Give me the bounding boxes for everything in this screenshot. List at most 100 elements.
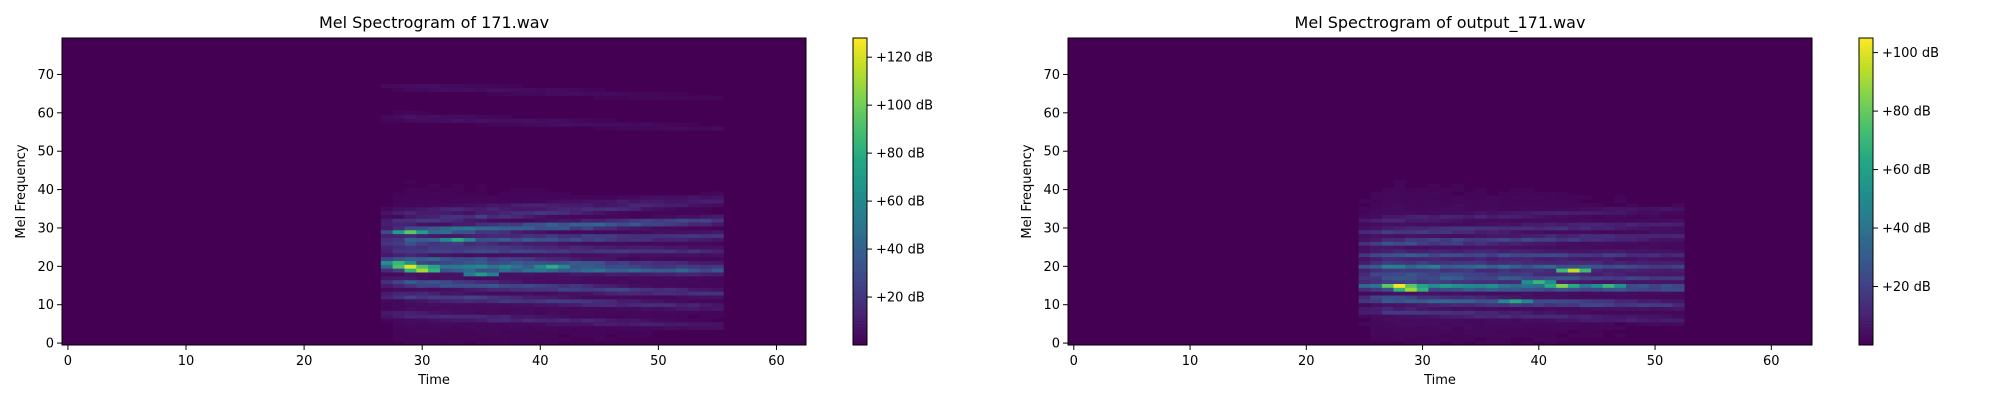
heatmap-cell	[1649, 252, 1662, 258]
heatmap-cell	[510, 275, 523, 281]
heatmap-cell	[687, 229, 701, 235]
heatmap-cell	[1614, 291, 1627, 296]
heatmap-cell	[475, 260, 488, 265]
heatmap-cell	[558, 325, 571, 331]
heatmap-cell	[1358, 237, 1371, 242]
heatmap-cell	[1544, 337, 1557, 342]
heatmap-cell	[1451, 252, 1464, 258]
heatmap-cells	[380, 84, 724, 346]
heatmap-cell	[1567, 206, 1580, 212]
heatmap-cell	[1498, 325, 1511, 331]
heatmap-cell	[1381, 333, 1394, 338]
y-tick-label: 70	[37, 68, 54, 83]
heatmap-cell	[1416, 295, 1429, 300]
heatmap-cell	[498, 191, 512, 196]
heatmap-cell	[475, 295, 488, 300]
heatmap-cell	[510, 118, 523, 123]
heatmap-cell	[1358, 260, 1371, 265]
heatmap-cell	[487, 260, 500, 265]
heatmap-cell	[1486, 249, 1499, 254]
heatmap-cell	[1451, 237, 1464, 242]
heatmap-cell	[534, 222, 547, 227]
heatmap-cell	[1649, 222, 1662, 227]
heatmap-cell	[711, 306, 724, 311]
heatmap-cell	[581, 329, 594, 334]
heatmap-cell	[1533, 241, 1546, 246]
heatmap-cell	[1672, 214, 1685, 219]
heatmap-cell	[1614, 237, 1627, 242]
heatmap-cell	[1521, 256, 1534, 261]
heatmap-cell	[1416, 203, 1429, 208]
heatmap-cell	[640, 210, 653, 215]
heatmap-cell	[1405, 256, 1418, 261]
heatmap-cell	[428, 237, 441, 242]
heatmap-cell	[404, 302, 417, 308]
heatmap-cell	[487, 279, 500, 284]
heatmap-cell	[628, 302, 642, 308]
heatmap-cell	[1451, 249, 1464, 254]
heatmap-cell	[581, 298, 594, 304]
heatmap-cell	[451, 218, 464, 223]
heatmap-cell	[640, 279, 653, 284]
heatmap-cell	[1544, 287, 1557, 292]
heatmap-cell	[428, 287, 441, 292]
heatmap-cell	[1614, 272, 1627, 277]
heatmap-cell	[699, 210, 712, 215]
heatmap-cell	[487, 118, 500, 123]
heatmap-cell	[687, 275, 701, 281]
heatmap-cell	[428, 218, 441, 223]
heatmap-cell	[1556, 206, 1569, 212]
colorbar-segment	[1859, 240, 1873, 245]
heatmap-cell	[1381, 337, 1394, 342]
heatmap-cell	[546, 325, 559, 331]
heatmap-cell	[1649, 256, 1662, 261]
heatmap-cell	[1440, 325, 1453, 331]
heatmap-cell	[711, 241, 724, 246]
heatmap-cell	[1405, 329, 1418, 334]
heatmap-cell	[416, 272, 429, 277]
heatmap-cell	[428, 272, 441, 277]
heatmap-cell	[676, 314, 689, 319]
heatmap-cell	[1637, 306, 1650, 311]
heatmap-cell	[1567, 333, 1580, 338]
heatmap-cell	[593, 206, 606, 212]
heatmap-cell	[546, 341, 559, 346]
heatmap-cell	[1370, 306, 1383, 311]
heatmap-cell	[687, 310, 701, 315]
heatmap-cell	[392, 191, 405, 196]
heatmap-cell	[1591, 245, 1604, 250]
heatmap-cell	[392, 249, 405, 254]
colorbar-segment	[1859, 142, 1873, 146]
heatmap-cell	[1533, 229, 1546, 235]
heatmap-cell	[1451, 203, 1464, 208]
heatmap-cell	[1521, 314, 1534, 319]
heatmap-cell	[1393, 187, 1406, 192]
heatmap-cell	[640, 264, 653, 269]
heatmap-cell	[711, 126, 724, 131]
heatmap-cell	[498, 206, 512, 212]
heatmap-cell	[522, 325, 535, 331]
colorbar-segment	[853, 65, 867, 70]
heatmap-cell	[534, 199, 547, 204]
heatmap-cell	[569, 203, 583, 208]
colorbar-segment	[853, 185, 867, 189]
heatmap-cell	[404, 321, 417, 327]
heatmap-cell	[1486, 245, 1499, 250]
heatmap-cell	[428, 191, 441, 196]
heatmap-cell	[1358, 298, 1371, 304]
heatmap-cell	[1381, 306, 1394, 311]
heatmap-cell	[1567, 268, 1580, 273]
heatmap-cell	[1660, 306, 1673, 311]
heatmap-cell	[1381, 229, 1394, 235]
heatmap-cell	[640, 199, 653, 204]
colorbar-segment	[853, 265, 867, 269]
heatmap-cell	[652, 218, 665, 223]
heatmap-cell	[1544, 260, 1557, 265]
heatmap-cell	[534, 226, 547, 231]
heatmap-cell	[1602, 237, 1615, 242]
heatmap-cell	[605, 291, 618, 296]
heatmap-cell	[522, 91, 535, 96]
heatmap-cell	[1672, 226, 1685, 231]
heatmap-cell	[1591, 291, 1604, 296]
heatmap-cell	[1556, 291, 1569, 296]
